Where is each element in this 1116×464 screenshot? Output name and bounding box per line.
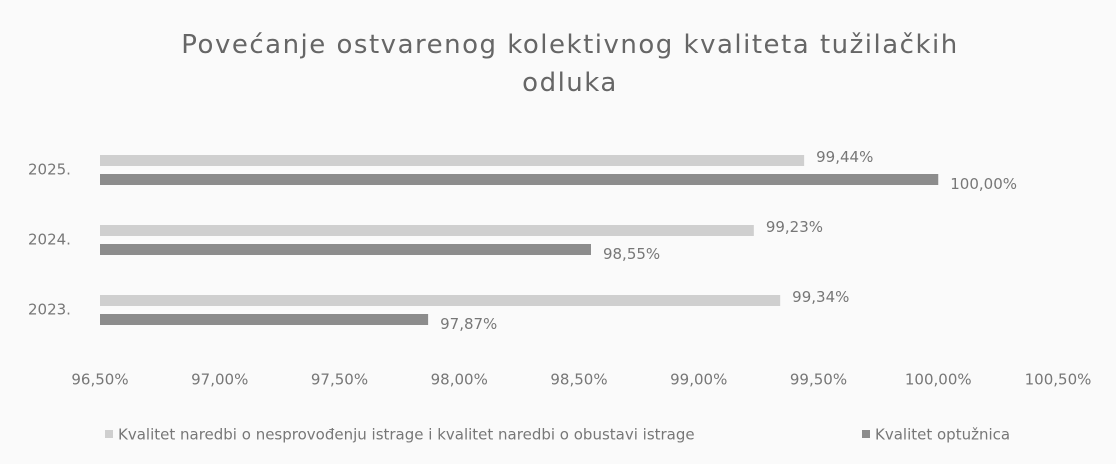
bar <box>100 225 754 236</box>
legend-label: Kvalitet optužnica <box>875 426 1010 444</box>
x-tick-label: 97,00% <box>191 371 248 389</box>
data-label: 99,23% <box>766 218 823 236</box>
y-tick-label: 2024. <box>28 231 71 249</box>
data-label: 99,34% <box>792 288 849 306</box>
x-tick-label: 100,50% <box>1025 371 1092 389</box>
chart-title: Povećanje ostvarenog kolektivnog kvalite… <box>181 30 959 98</box>
x-tick-label: 99,50% <box>790 371 847 389</box>
x-tick-label: 96,50% <box>71 371 128 389</box>
data-label: 97,87% <box>440 315 497 333</box>
bar <box>100 244 591 255</box>
bar <box>100 174 939 185</box>
data-label: 100,00% <box>950 175 1017 193</box>
x-tick-label: 98,00% <box>431 371 488 389</box>
legend-label: Kvalitet naredbi o nesprovođenju istrage… <box>118 426 695 444</box>
x-tick-label: 98,50% <box>550 371 607 389</box>
y-tick-label: 2025. <box>28 161 71 179</box>
bar <box>100 155 805 166</box>
legend-swatch <box>105 430 113 438</box>
data-label: 98,55% <box>603 245 660 263</box>
bar <box>100 295 781 306</box>
legend-swatch <box>862 430 870 438</box>
x-tick-label: 100,00% <box>905 371 972 389</box>
data-label: 99,44% <box>816 148 873 166</box>
x-tick-label: 99,00% <box>670 371 727 389</box>
y-tick-label: 2023. <box>28 301 71 319</box>
bar <box>100 314 429 325</box>
x-tick-label: 97,50% <box>311 371 368 389</box>
